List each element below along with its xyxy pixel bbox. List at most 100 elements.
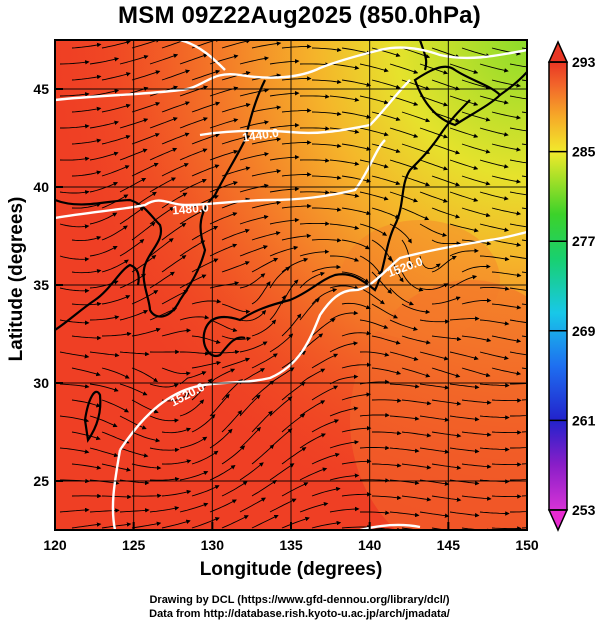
streamline <box>341 79 372 87</box>
streamline <box>71 138 102 145</box>
streamline <box>419 127 449 139</box>
streamline <box>269 333 294 353</box>
streamline <box>131 521 162 529</box>
streamline <box>491 494 522 499</box>
streamline <box>510 415 527 417</box>
streamline <box>509 287 527 291</box>
streamline <box>401 495 432 502</box>
streamline <box>71 463 102 470</box>
streamline <box>461 143 491 154</box>
streamline <box>329 63 360 70</box>
streamline <box>131 70 161 81</box>
streamline <box>299 62 330 67</box>
streamline <box>359 412 390 418</box>
streamline <box>71 399 101 408</box>
streamline <box>209 118 239 129</box>
streamline <box>131 102 161 113</box>
streamline <box>209 54 239 65</box>
streamline <box>359 223 388 236</box>
streamline <box>89 120 119 129</box>
streamline <box>89 57 120 65</box>
streamline <box>281 516 310 529</box>
streamline <box>431 527 462 530</box>
streamline <box>389 383 420 389</box>
x-tick-label-130: 130 <box>201 537 225 553</box>
streamline <box>491 367 522 376</box>
streamline <box>269 90 300 97</box>
streamline <box>239 462 264 481</box>
y-tick-label-30: 30 <box>33 375 49 391</box>
streamline <box>401 207 430 221</box>
streamline <box>119 273 146 289</box>
streamline <box>59 156 90 162</box>
streamline <box>431 463 462 470</box>
colorbar-label-277: 277 <box>572 233 596 249</box>
streamline <box>209 499 237 513</box>
streamline <box>269 154 300 161</box>
streamline <box>131 191 157 209</box>
streamline <box>401 431 432 438</box>
streamline <box>191 485 220 497</box>
streamline <box>191 164 220 177</box>
streamline <box>119 207 145 225</box>
streamline <box>71 74 102 81</box>
streamline <box>59 447 90 454</box>
colorbar-label-261: 261 <box>572 412 596 428</box>
streamline <box>239 394 261 417</box>
streamline <box>359 319 389 329</box>
streamline <box>419 383 450 390</box>
streamline <box>359 63 389 73</box>
streamline <box>449 415 480 422</box>
streamline <box>179 240 206 257</box>
streamline <box>401 271 424 292</box>
streamline <box>221 228 250 241</box>
streamline <box>491 526 522 530</box>
streamline <box>71 335 102 341</box>
streamline <box>71 522 102 529</box>
streamline <box>419 223 448 238</box>
streamline <box>161 192 188 209</box>
streamline <box>299 94 330 99</box>
streamline <box>179 148 208 161</box>
streamline <box>431 207 461 219</box>
streamline <box>281 140 312 145</box>
streamline <box>251 105 282 113</box>
streamline <box>71 42 102 49</box>
streamline <box>341 207 372 216</box>
streamline <box>71 431 101 441</box>
streamline <box>161 459 192 465</box>
streamlines <box>59 40 527 530</box>
streamline <box>161 255 187 273</box>
streamline <box>59 415 90 423</box>
streamline <box>449 248 479 257</box>
streamline <box>299 126 330 131</box>
streamline <box>131 367 159 383</box>
colorbar-strip <box>548 61 568 511</box>
streamline <box>131 133 160 145</box>
streamline <box>71 202 102 209</box>
streamline <box>281 108 312 113</box>
streamline <box>161 69 191 81</box>
streamline <box>179 502 209 513</box>
x-tick-label-140: 140 <box>358 537 382 553</box>
streamline <box>329 285 360 290</box>
streamline <box>149 506 180 513</box>
streamline <box>359 255 382 276</box>
streamline <box>479 286 510 291</box>
streamline <box>59 60 90 65</box>
streamline <box>371 143 401 154</box>
streamline <box>401 367 431 378</box>
streamline <box>191 414 216 433</box>
streamline <box>509 159 527 164</box>
streamline <box>89 315 120 321</box>
streamline <box>341 330 372 337</box>
streamline <box>341 271 370 283</box>
streamline <box>191 69 221 81</box>
streamline <box>209 319 238 333</box>
streamline <box>161 519 191 529</box>
streamline <box>251 137 282 145</box>
streamline <box>509 255 527 260</box>
lat-lon-grid <box>55 40 527 530</box>
streamline <box>419 283 449 290</box>
streamline <box>431 143 461 155</box>
